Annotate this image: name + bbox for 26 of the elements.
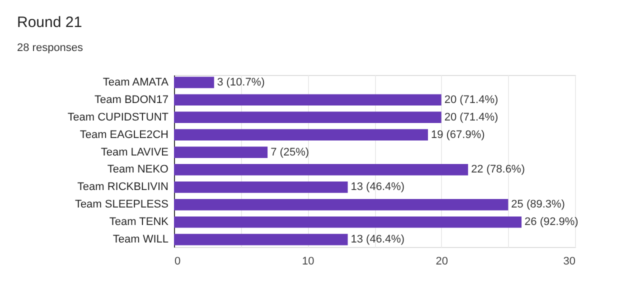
x-tick-label: 10 <box>302 256 314 268</box>
y-tick-label: Team AMATA <box>102 76 170 88</box>
data-label: 7 (25%) <box>270 146 310 158</box>
data-label: 13 (46.4%) <box>350 234 405 246</box>
y-tick-label: Team NEKO <box>107 164 169 176</box>
y-tick-label: Team TENK <box>109 216 170 228</box>
y-tick-label: Team LAVIVE <box>100 146 168 158</box>
y-tick-label: Team BDON17 <box>94 94 168 106</box>
text: Round 21 <box>17 14 82 31</box>
y-tick-label: Team SLEEPLESS <box>74 198 168 211</box>
data-label: 13 (46.4%) <box>350 181 405 194</box>
x-tick-label: 20 <box>436 256 448 268</box>
data-label: 22 (78.6%) <box>471 164 525 176</box>
data-label: 19 (67.9%) <box>430 128 485 141</box>
data-label: 26 (92.9%) <box>524 216 578 228</box>
y-tick-label: Team WILL <box>112 234 168 246</box>
data-label: 3 (10.7%) <box>217 76 265 88</box>
text: 28 responses <box>17 42 84 54</box>
y-tick-label: Team EAGLE2CH <box>80 128 169 141</box>
data-label: 20 (71.4%) <box>444 111 498 124</box>
y-tick-label: Team CUPIDSTUNT <box>68 111 169 124</box>
y-tick-label: Team RICKBLIVIN <box>77 181 169 194</box>
data-label: 20 (71.4%) <box>444 94 498 106</box>
x-tick-label: 0 <box>174 256 181 268</box>
data-label: 25 (89.3%) <box>511 198 565 211</box>
x-tick-label: 30 <box>563 256 576 268</box>
